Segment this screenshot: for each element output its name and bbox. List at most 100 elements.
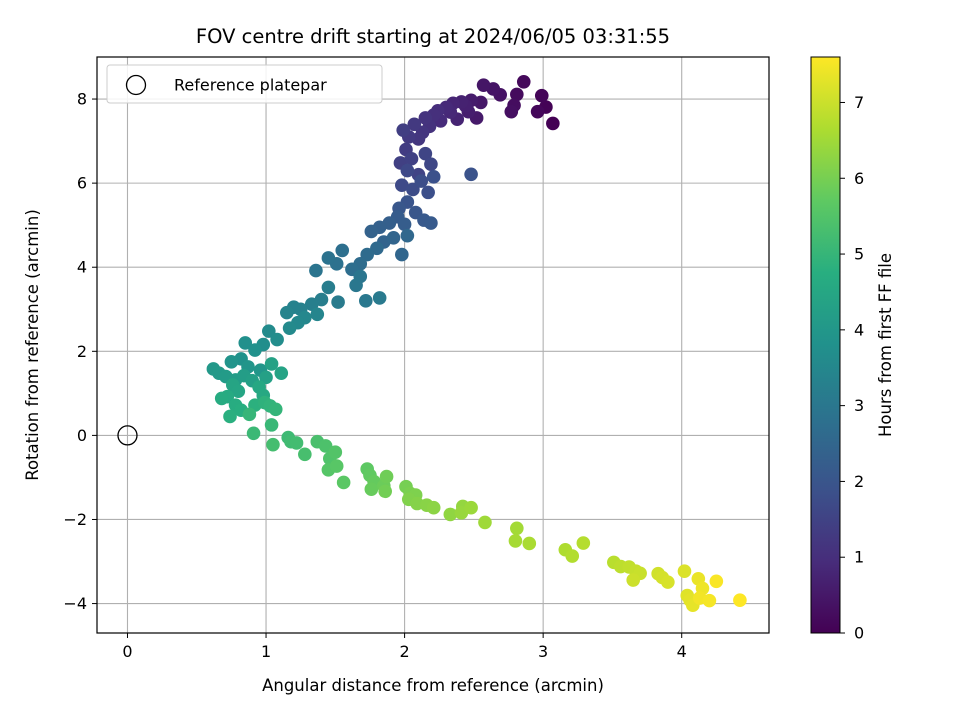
- legend: Reference platepar: [106, 64, 383, 104]
- scatter-point: [246, 426, 261, 441]
- scatter-point: [464, 500, 478, 515]
- data-points: [117, 75, 747, 613]
- x-axis-label: Angular distance from reference (arcmin): [262, 676, 604, 695]
- scatter-point: [709, 574, 724, 589]
- legend-box: [106, 64, 383, 104]
- scatter-point: [331, 295, 345, 309]
- scatter-point: [266, 437, 280, 452]
- scatter-point: [224, 355, 239, 369]
- scatter-point: [214, 391, 229, 406]
- scatter-point: [626, 573, 641, 587]
- scatter-point: [309, 263, 323, 278]
- scatter-point: [424, 216, 438, 230]
- colorbar-tick-label: 4: [854, 320, 864, 339]
- scatter-point: [530, 104, 545, 119]
- x-tick-label: 2: [400, 642, 410, 661]
- x-tick-label: 4: [677, 642, 687, 661]
- scatter-point: [546, 116, 560, 131]
- scatter-point: [289, 436, 304, 450]
- scatter-point: [443, 507, 458, 522]
- x-tick-label: 3: [538, 642, 548, 661]
- scatter-point: [370, 241, 384, 256]
- scatter-point: [406, 182, 420, 197]
- y-tick-label: −4: [63, 594, 87, 613]
- scatter-point: [424, 157, 438, 172]
- scatter-point: [379, 469, 394, 484]
- y-tick-label: 8: [77, 90, 87, 109]
- scatter-point: [426, 170, 441, 184]
- axis-ticks: 0 1 2 3 4 −4 −2 0 2 4 6 8: [63, 90, 686, 661]
- colorbar-tick-label: 7: [854, 93, 864, 112]
- y-tick-label: 2: [77, 342, 87, 361]
- legend-reference-marker: [125, 74, 147, 96]
- scatter-point: [321, 280, 336, 295]
- scatter-point: [248, 343, 262, 357]
- colorbar-label: Hours from first FF file: [876, 253, 895, 437]
- scatter-point: [478, 515, 492, 530]
- scatter-point: [508, 534, 523, 548]
- scatter-point: [310, 307, 325, 322]
- reference-platepar-marker: [117, 425, 138, 446]
- scatter-point: [238, 336, 253, 350]
- colorbar-tick-label: 6: [854, 169, 864, 188]
- scatter-point: [396, 123, 411, 137]
- scatter-point: [534, 88, 549, 103]
- scatter-point: [360, 247, 374, 262]
- colorbar-tick-label: 3: [854, 396, 864, 415]
- y-tick-label: −2: [63, 510, 87, 529]
- scatter-point: [476, 78, 491, 92]
- legend-label: Reference platepar: [174, 76, 327, 95]
- scatter-point: [661, 575, 675, 589]
- colorbar-ticks: 0 1 2 3 4 5 6 7: [840, 93, 864, 643]
- scatter-point: [282, 321, 297, 335]
- colorbar-tick-label: 2: [854, 472, 864, 491]
- scatter-point: [359, 294, 373, 308]
- scatter-point: [328, 445, 343, 460]
- scatter-point: [364, 482, 379, 497]
- colorbar-gradient: [810, 56, 841, 634]
- scatter-point: [407, 117, 422, 132]
- scatter-point: [268, 402, 283, 417]
- scatter-point: [378, 484, 392, 499]
- scatter-point: [259, 370, 273, 385]
- scatter-point: [274, 366, 289, 380]
- scatter-point: [321, 251, 336, 265]
- scatter-point: [504, 104, 519, 119]
- scatter-point: [400, 228, 415, 243]
- x-tick-label: 0: [122, 642, 132, 661]
- y-tick-label: 4: [77, 258, 87, 277]
- scatter-point: [677, 564, 692, 578]
- scatter-point: [336, 475, 351, 490]
- scatter-point: [400, 163, 415, 178]
- scatter-point: [270, 332, 284, 347]
- scatter-point: [510, 521, 524, 536]
- y-tick-label: 0: [77, 426, 87, 445]
- colorbar-tick-label: 0: [854, 624, 864, 643]
- scatter-point: [242, 407, 257, 422]
- scatter-point: [510, 87, 524, 102]
- scatter-point: [418, 111, 433, 125]
- x-tick-label: 1: [261, 642, 271, 661]
- scatter-point: [372, 291, 387, 305]
- scatter-point: [264, 418, 279, 432]
- y-axis-label: Rotation from reference (arcmin): [23, 209, 42, 481]
- scatter-point: [223, 409, 237, 424]
- scatter-point: [414, 174, 429, 188]
- scatter-point: [395, 178, 409, 193]
- scatter-point: [264, 357, 279, 371]
- y-tick-label: 6: [77, 174, 87, 193]
- plot-frame: [96, 56, 770, 634]
- scatter-point: [397, 217, 412, 232]
- scatter-point: [329, 459, 344, 473]
- scatter-point: [335, 243, 350, 258]
- scatter-point: [349, 278, 363, 293]
- scatter-point: [576, 536, 591, 550]
- scatter-point: [733, 593, 747, 608]
- scatter-point: [262, 324, 276, 338]
- scatter-point: [522, 536, 537, 551]
- scatter-point: [304, 297, 319, 312]
- scatter-point: [702, 593, 717, 608]
- scatter-point: [404, 151, 419, 166]
- colorbar-tick-label: 5: [854, 245, 864, 264]
